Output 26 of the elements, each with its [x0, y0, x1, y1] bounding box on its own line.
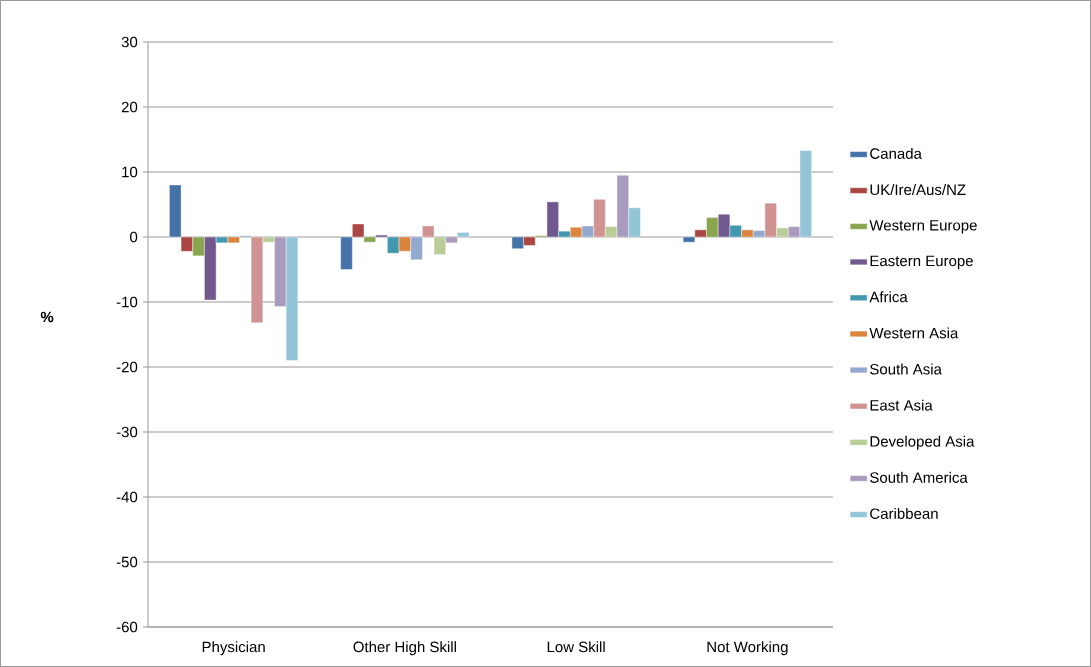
legend-label: Western Asia	[869, 327, 959, 339]
legend-label: East Asia	[870, 399, 933, 411]
legend-label: UK/Ire/Aus/NZ	[870, 184, 966, 196]
x-tick-label: Not Working	[707, 641, 788, 656]
y-tick-label: -30	[116, 426, 138, 438]
legend-label: South America	[870, 471, 968, 483]
legend-label: Caribbean	[870, 507, 938, 519]
y-tick-label: 20	[121, 101, 138, 113]
y-tick-label: 30	[121, 36, 138, 48]
y-tick-label: -20	[116, 361, 138, 373]
y-tick-label: 0	[130, 231, 138, 243]
y-tick-label: -10	[116, 296, 138, 308]
y-tick-label: -40	[116, 491, 138, 503]
legend-label: Africa	[869, 291, 908, 303]
legend-label: South Asia	[870, 363, 942, 375]
y-tick-label: 10	[122, 166, 138, 178]
y-tick-label: -50	[116, 556, 138, 568]
legend-label: Canada	[870, 147, 922, 159]
y-tick-label: -60	[116, 621, 138, 633]
x-tick-label: Other High Skill	[353, 641, 456, 656]
legend-label: Developed Asia	[870, 435, 975, 450]
x-tick-label: Low Skill	[547, 641, 605, 653]
y-axis-title: %	[40, 311, 54, 323]
legend-label: Western Europe	[869, 220, 977, 234]
legend-label: Eastern Europe	[870, 255, 973, 270]
x-tick-label: Physician	[202, 641, 265, 656]
